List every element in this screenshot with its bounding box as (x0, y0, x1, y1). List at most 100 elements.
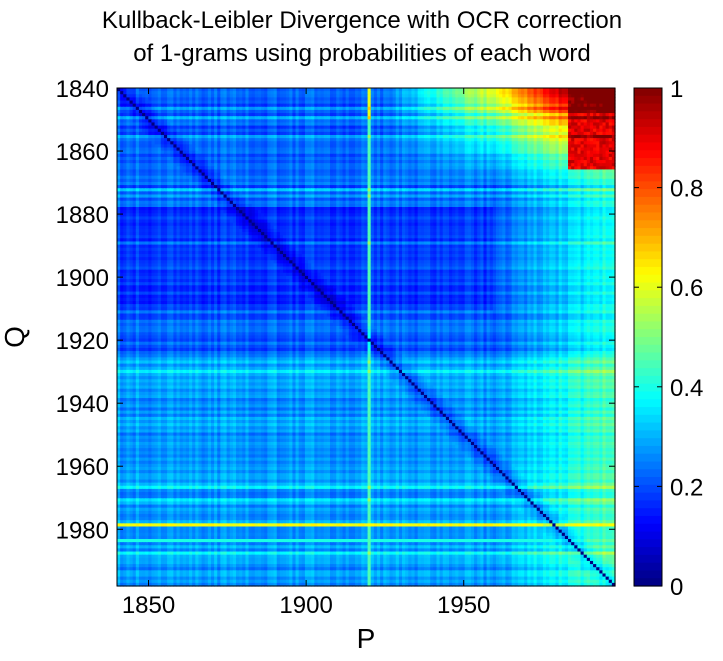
heatmap-cell (320, 119, 325, 124)
heatmap-cell (154, 113, 159, 117)
heatmap-cell (599, 97, 604, 102)
heatmap-cell (317, 138, 322, 142)
heatmap-cell (414, 109, 419, 114)
heatmap-cell (602, 128, 607, 133)
heatmap-cell (120, 113, 124, 117)
heatmap-cell (564, 156, 569, 161)
heatmap-cell (593, 100, 597, 105)
heatmap-cell (289, 109, 293, 114)
heatmap-cell (148, 131, 153, 136)
heatmap-cell (311, 150, 315, 155)
heatmap-cell (549, 141, 553, 145)
heatmap-cell (402, 153, 406, 158)
heatmap-cell (593, 116, 597, 120)
heatmap-cell (273, 153, 278, 158)
heatmap-cell (239, 138, 243, 142)
heatmap-cell (602, 122, 607, 127)
heatmap-cell (292, 122, 297, 127)
heatmap-cell (270, 106, 275, 111)
heatmap-cell (261, 106, 265, 111)
heatmap-cell (524, 147, 528, 152)
heatmap-cell (470, 88, 475, 92)
heatmap-cell (229, 153, 234, 158)
heatmap-cell (264, 100, 268, 105)
heatmap-cell (605, 134, 610, 139)
heatmap-cell (521, 156, 525, 161)
heatmap-cell (204, 141, 209, 145)
heatmap-cell (142, 119, 146, 124)
heatmap-cell (414, 150, 419, 155)
heatmap-cell (348, 109, 353, 114)
heatmap-cell (179, 113, 184, 117)
heatmap-cell (301, 156, 306, 161)
heatmap-cell (251, 131, 256, 136)
heatmap-cell (436, 94, 441, 98)
heatmap-cell (467, 97, 472, 102)
heatmap-cell (467, 116, 472, 120)
heatmap-cell (517, 147, 522, 152)
heatmap-cell (367, 100, 372, 105)
heatmap-cell (408, 138, 413, 142)
heatmap-cell (135, 97, 140, 102)
heatmap-cell (311, 103, 315, 108)
heatmap-cell (486, 119, 491, 124)
heatmap-cell (132, 128, 137, 133)
heatmap-cell (402, 122, 406, 127)
heatmap-cell (245, 122, 250, 127)
heatmap-cell (154, 131, 159, 136)
heatmap-cell (586, 138, 591, 142)
heatmap-cell (173, 106, 178, 111)
heatmap-cell (405, 103, 409, 108)
heatmap-cell (192, 141, 196, 145)
heatmap-cell (138, 128, 143, 133)
heatmap-cell (430, 153, 434, 158)
heatmap-cell (148, 116, 153, 120)
heatmap-cell (345, 153, 350, 158)
heatmap-cell (367, 125, 372, 130)
heatmap-cell (301, 150, 306, 155)
heatmap-cell (317, 88, 322, 92)
heatmap-cell (420, 97, 425, 102)
heatmap-cell (361, 128, 366, 133)
heatmap-cell (317, 122, 322, 127)
heatmap-cell (602, 106, 607, 111)
heatmap-cell (605, 131, 610, 136)
heatmap-cell (430, 147, 434, 152)
heatmap-cell (458, 100, 463, 105)
heatmap-cell (464, 150, 469, 155)
heatmap-cell (470, 103, 475, 108)
heatmap-cell (342, 113, 347, 117)
heatmap-cell (608, 125, 613, 130)
heatmap-cell (132, 131, 137, 136)
heatmap-cell (201, 91, 206, 95)
heatmap-cell (542, 144, 547, 149)
heatmap-cell (380, 116, 384, 120)
heatmap-cell (470, 100, 475, 105)
heatmap-cell (593, 138, 597, 142)
heatmap-cell (132, 144, 137, 149)
heatmap-cell (533, 131, 538, 136)
heatmap-cell (589, 141, 594, 145)
heatmap-cell (342, 122, 347, 127)
heatmap-cell (117, 125, 121, 130)
heatmap-cell (195, 138, 200, 142)
heatmap-cell (492, 116, 497, 120)
heatmap-cell (173, 119, 178, 124)
heatmap-cell (511, 113, 516, 117)
heatmap-cell (217, 141, 221, 145)
heatmap-cell (229, 103, 234, 108)
heatmap-cell (452, 128, 456, 133)
heatmap-cell (223, 128, 228, 133)
heatmap-cell (308, 97, 312, 102)
heatmap-cell (320, 128, 325, 133)
heatmap-cell (489, 128, 494, 133)
heatmap-cell (373, 147, 378, 152)
heatmap-cell (182, 144, 187, 149)
heatmap-cell (458, 116, 463, 120)
heatmap-cell (583, 113, 588, 117)
heatmap-cell (189, 122, 193, 127)
heatmap-cell (536, 119, 541, 124)
heatmap-cell (132, 113, 137, 117)
heatmap-cell (148, 153, 153, 158)
heatmap-cell (201, 150, 206, 155)
